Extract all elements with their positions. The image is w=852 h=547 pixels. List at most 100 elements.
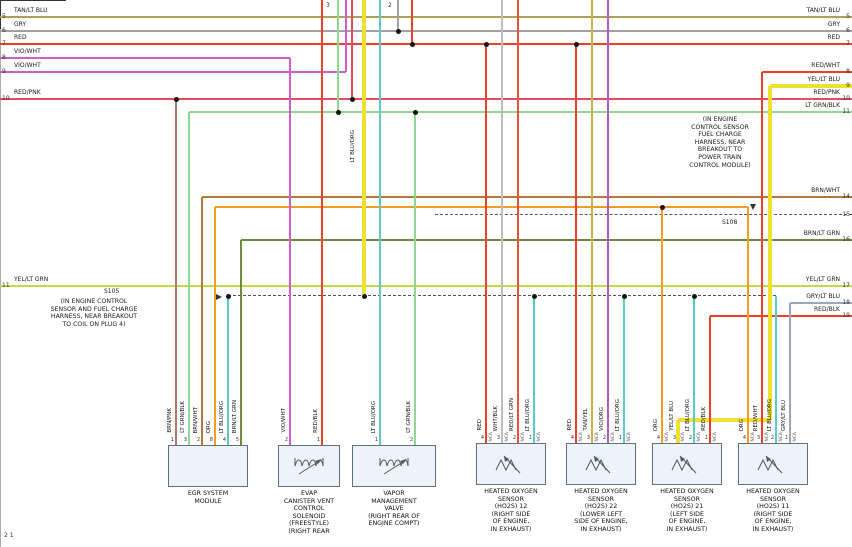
junction-dot <box>395 28 401 34</box>
pin-number: 2 <box>196 437 200 443</box>
pin-wire-label: LT BLU/ORG <box>685 398 691 431</box>
component-caption: IN EXHAUST) <box>580 526 622 533</box>
component-caption: SIDE OF ENGINE, <box>574 518 628 526</box>
nca-label: NCA <box>793 432 798 442</box>
component-caption: VAPOR <box>383 490 405 497</box>
nca-label: NCA <box>537 432 542 442</box>
component-caption: CANISTER VENT <box>283 497 335 505</box>
wire-label-vertical: LT BLU/ORG <box>350 130 356 163</box>
wire-vio-wht-8 <box>0 57 290 59</box>
component-caption: (LOWER LEFT <box>579 510 623 518</box>
pin-wire-label: VIO/WHT <box>281 408 287 433</box>
pin-wire-label: LT BLU/ORG <box>767 398 773 431</box>
wire-label-left: VIO/WHT <box>14 62 41 69</box>
component-caption: (HO2S) 12 <box>494 503 528 511</box>
wire-brn-lt-grn <box>241 239 852 241</box>
wire-ho2s22-vio-org <box>607 0 609 443</box>
pin-number: 2 <box>409 437 413 443</box>
pin-number: 2 <box>602 435 606 441</box>
pin-number: 3 <box>183 437 187 443</box>
pin-wire-label: LT BLU/ORG <box>525 398 531 431</box>
pin-number: 3 <box>496 435 500 441</box>
component-caption: HEATED OXYGEN <box>746 488 800 495</box>
junction-dot <box>659 204 665 210</box>
component-caption: HEATED OXYGEN <box>484 488 538 495</box>
edge-number-left: 9 <box>2 68 6 75</box>
pin-wire-label: RED/BLK <box>313 409 319 433</box>
edge-number-right: 9 <box>846 82 850 89</box>
wire-brn-wht <box>202 196 852 198</box>
pin-wire-label: VIO/ORG <box>599 407 605 431</box>
pin-number: 2 <box>688 435 692 441</box>
pin-wire-label: WHT/BLK <box>493 405 499 431</box>
wire-label-right: RED/PNK <box>813 89 840 96</box>
pin-wire-label: RED <box>567 419 573 431</box>
wire-label-right: RED <box>827 34 840 41</box>
wire-ho2s12-wht-blk <box>501 0 503 443</box>
pin-wire-label: ORG <box>739 418 745 431</box>
pin-wire-label: ORG <box>206 420 212 433</box>
pin-number: 3 <box>672 435 676 441</box>
pin-wire-label: BRN/PNK <box>167 408 173 433</box>
component-caption: EGR SYSTEM <box>187 490 229 497</box>
pin-wire-label: LT GRN/BLK <box>180 401 186 433</box>
pin-number: 1 <box>316 437 320 443</box>
component-caption: SENSOR <box>759 495 786 503</box>
wire-label-left: TAN/LT BLU <box>14 7 48 14</box>
wire-red-blk <box>710 315 852 317</box>
junction-dot <box>225 293 231 299</box>
pin-wire-label: RED/LT GRN <box>509 398 515 431</box>
edge-number-left: 6 <box>2 27 6 34</box>
wire-egr-lt-blu-org <box>227 296 229 445</box>
splice-label: S108 <box>722 219 738 226</box>
pin-wire-label: ORG <box>653 418 659 431</box>
wire-label-left: RED/PNK <box>14 89 41 96</box>
pin-wire-label: LT GRN/BLK <box>406 401 412 433</box>
component-caption: MODULE <box>194 497 222 505</box>
component-caption: IN EXHAUST) <box>490 526 532 533</box>
component-caption: MANAGEMENT <box>371 497 417 505</box>
note-line: FUEL CHARGE <box>698 131 742 139</box>
wire-egr-brn-wht <box>201 197 203 445</box>
pin-wire-label: BRN/LT GRN <box>232 399 238 433</box>
component-caption: SENSOR <box>673 495 700 503</box>
junction-dot <box>621 293 627 299</box>
junction-dot <box>483 41 489 47</box>
wire-red-pnk-bus <box>0 98 852 100</box>
note-arrowhead <box>749 204 756 210</box>
edge-number-right: 14 <box>842 193 850 200</box>
wire-label-right: TAN/LT BLU <box>806 7 840 14</box>
wire-egr-brn-lt-grn <box>240 240 242 445</box>
wire-label-right: YEL/LT GRN <box>805 276 840 283</box>
evap-canister-vent-control-solenoid <box>278 445 340 487</box>
note-line: CONTROL SENSOR <box>691 123 749 131</box>
wire-label-left: GRY <box>14 21 27 28</box>
wire-egr-brn-pnk <box>175 99 177 445</box>
component-caption: (RIGHT SIDE <box>491 510 531 518</box>
pin-number: 3 <box>756 435 760 441</box>
component-caption: SENSOR <box>587 495 614 503</box>
component-caption: SENSOR <box>497 495 524 503</box>
wire-egr-org <box>214 207 216 445</box>
wire-label-right: GRY/LT BLU <box>806 293 840 300</box>
wire-label-left: YEL/LT GRN <box>14 276 49 283</box>
wire-red-bus <box>0 43 852 45</box>
wire-gry-bus <box>0 30 852 32</box>
heated-oxygen-sensor-ho2s-11 <box>738 443 808 485</box>
wire-ho2s11-org <box>747 207 749 443</box>
note-line: (IN ENGINE CONTROL <box>60 298 128 305</box>
wire-vio-wht-9 <box>0 71 346 73</box>
component-caption: OF ENGINE, <box>668 518 706 526</box>
edge-number-right: 18 <box>842 299 850 306</box>
component-caption: (RIGHT REAR <box>288 528 330 535</box>
wire-ho2s22-tan-yel <box>591 0 593 443</box>
component-caption: (HO2S) 22 <box>584 503 618 511</box>
pin-wire-label: TAN/YEL <box>583 408 589 431</box>
wire-ho2s22-lt-blu-org <box>623 296 625 443</box>
wire-yel-lt-blu-jog <box>678 418 770 422</box>
note-line: TO COIL ON PLUG 4) <box>62 320 126 328</box>
wire-ho2s22-red <box>575 44 577 443</box>
component-caption: IN EXHAUST) <box>752 526 794 533</box>
component-caption: (HO2S) 11 <box>756 503 790 511</box>
wire-label-right: GRY <box>827 21 840 28</box>
